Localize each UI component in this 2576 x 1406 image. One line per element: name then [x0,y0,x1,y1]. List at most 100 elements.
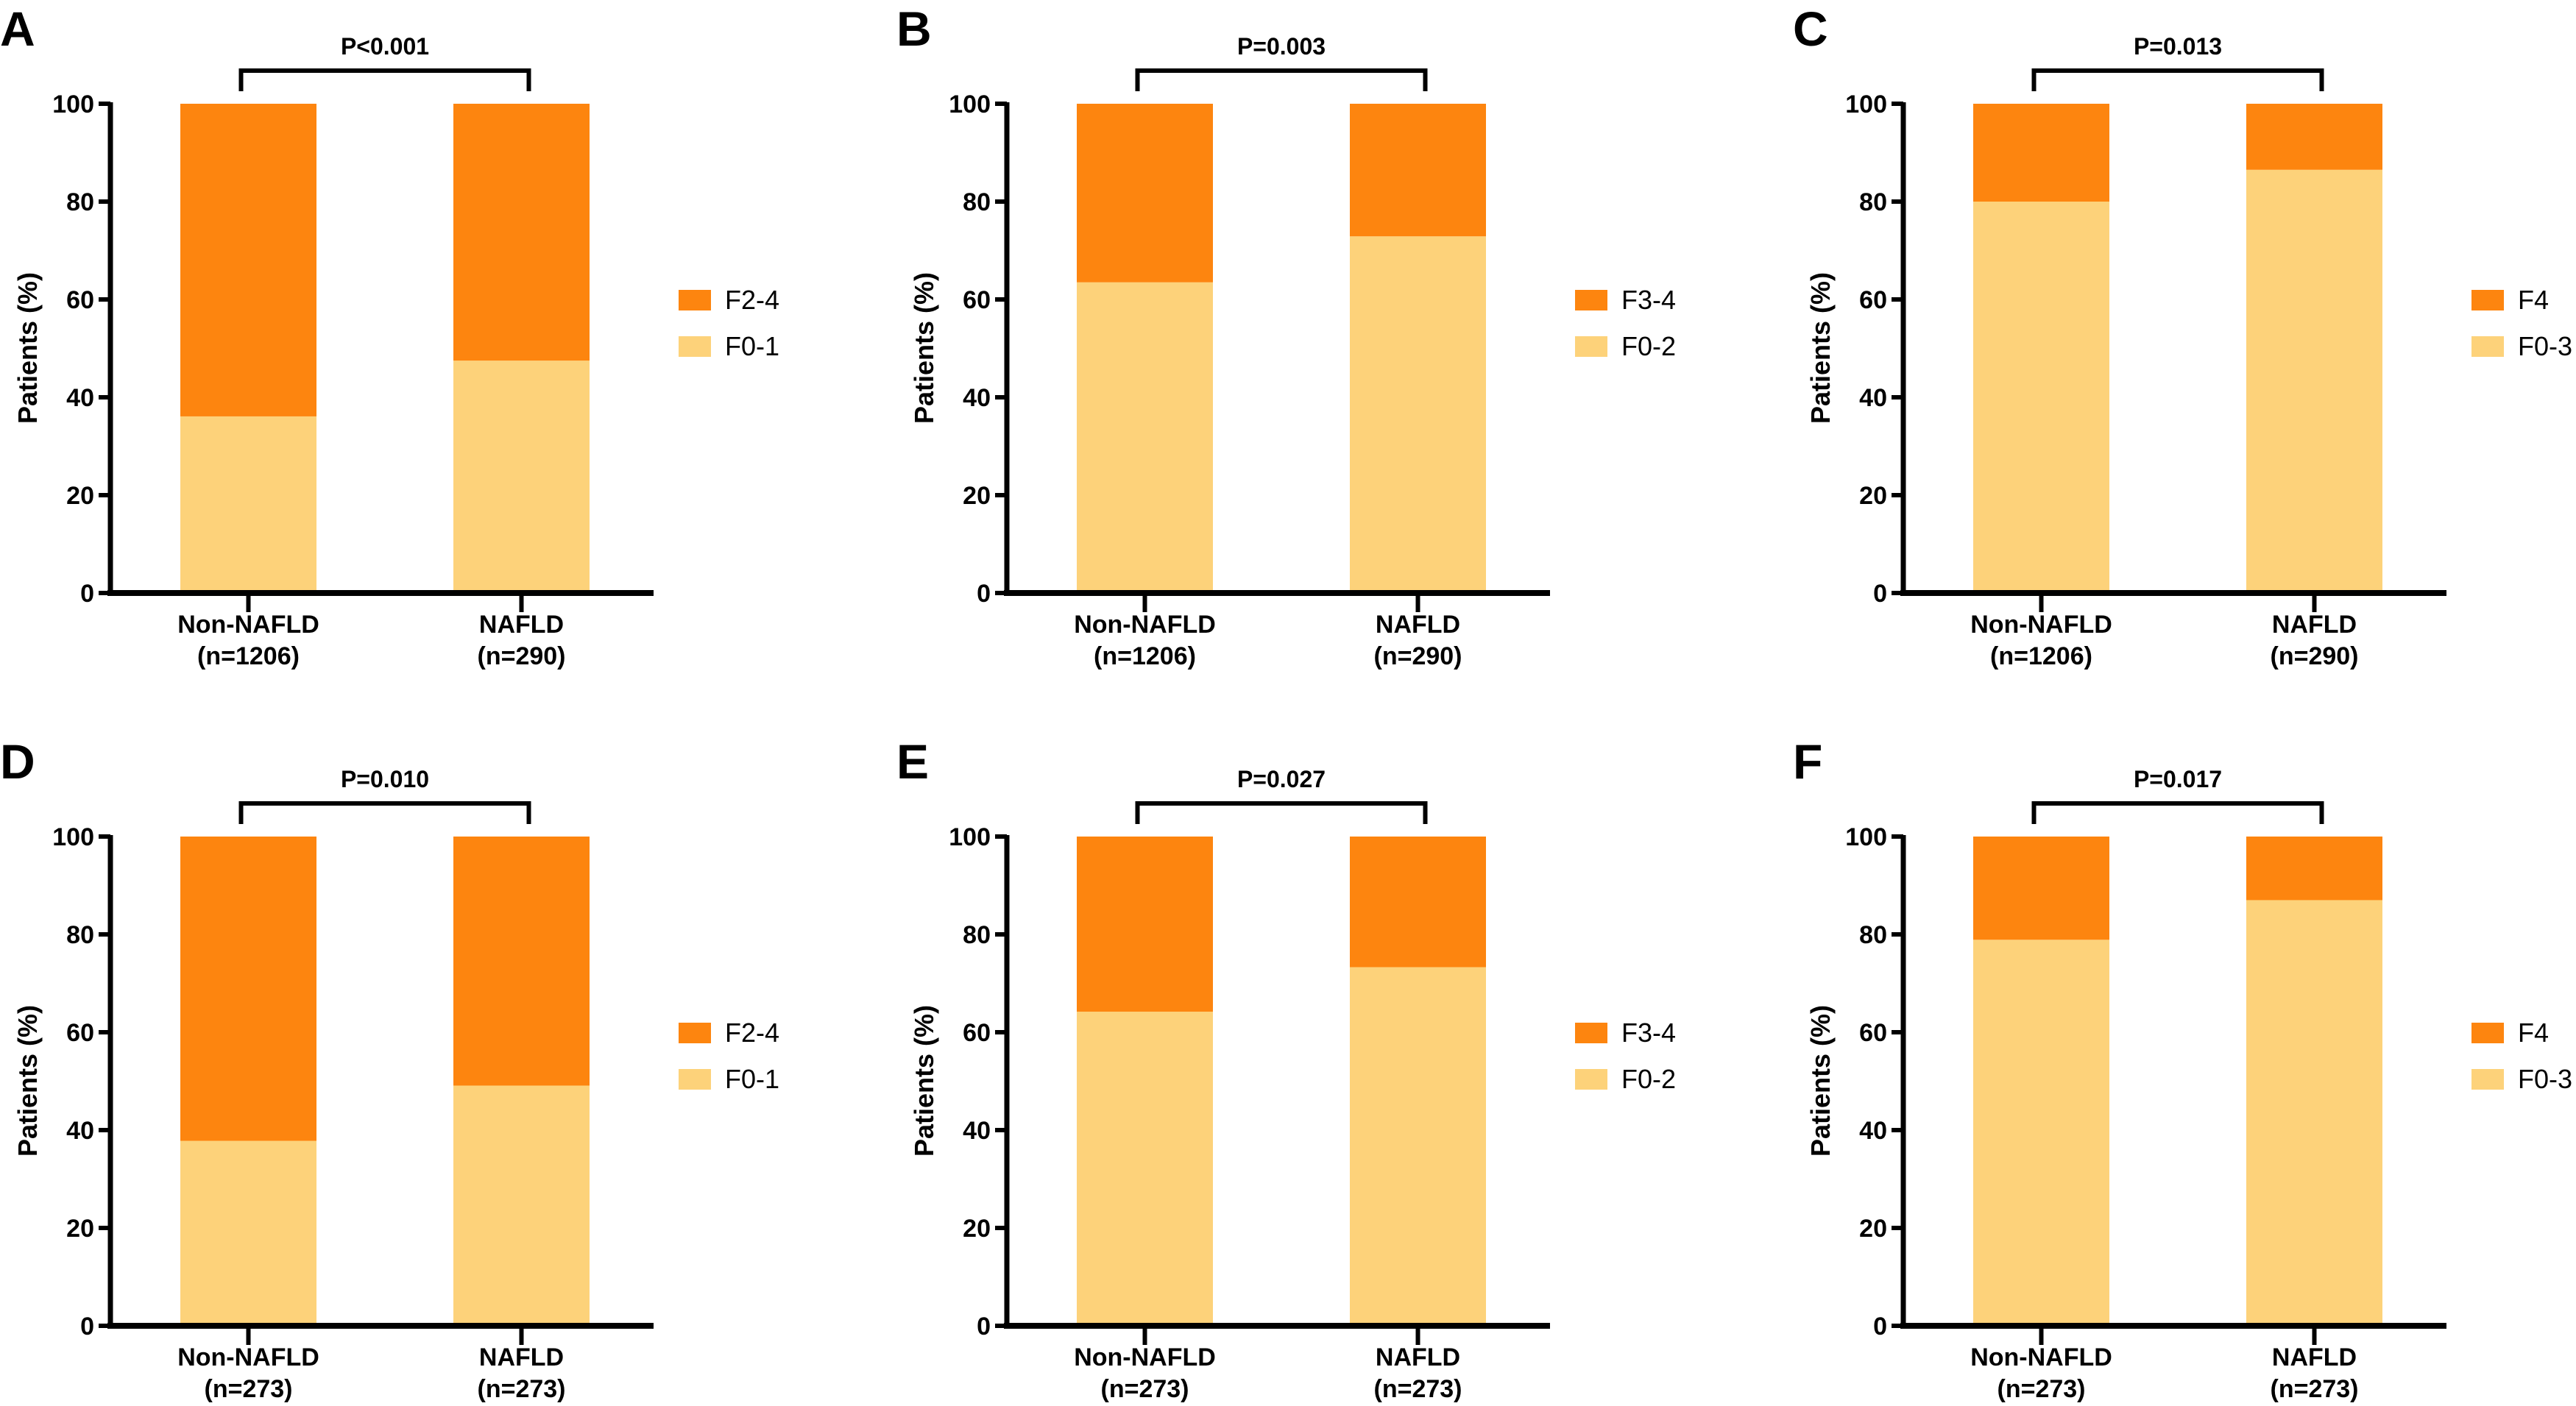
legend-swatch [2471,1069,2504,1090]
y-tick-label: 100 [1845,90,1887,118]
legend-swatch [2471,336,2504,357]
y-tick-label: 100 [52,823,94,851]
y-tick-label: 40 [66,384,94,412]
y-tick-label: 20 [1859,1215,1887,1243]
y-tick-label: 0 [1873,1313,1887,1341]
legend-swatch [679,1023,711,1043]
significance-bracket [1135,68,1428,91]
p-value-label: P=0.010 [341,766,429,792]
x-tick-label: Non-NAFLD [177,1343,319,1371]
bar-segment-f0-2 [1077,282,1213,593]
y-tick-label: 100 [949,90,991,118]
y-tick-label: 100 [949,823,991,851]
legend-swatch [1575,1023,1607,1043]
y-tick-label: 0 [977,580,991,608]
legend-label: F4 [2518,1018,2549,1048]
x-tick-label: Non-NAFLD [1970,1343,2112,1371]
bar-segment-f0-3 [1973,940,2109,1326]
p-value-label: P=0.027 [1237,766,1326,792]
significance-bracket [2031,801,2324,824]
y-tick-label: 40 [963,384,991,412]
y-tick-label: 80 [66,921,94,949]
panel-letter: D [0,734,35,789]
x-tick-label: Non-NAFLD [1074,611,1216,639]
bar-segment-f2-4 [180,837,316,1141]
x-tick-sublabel: (n=273) [1101,1375,1189,1403]
legend-swatch [679,1069,711,1090]
bar-segment-f0-1 [453,361,590,593]
y-tick-label: 40 [1859,384,1887,412]
x-tick-sublabel: (n=1206) [1094,642,1196,670]
y-axis-label: Patients (%) [909,1005,939,1157]
p-value-label: P<0.001 [341,33,429,60]
y-tick-label: 80 [66,188,94,216]
y-tick-label: 20 [66,482,94,510]
panel-letter: A [0,1,35,56]
x-tick-sublabel: (n=273) [205,1375,293,1403]
legend-label: F4 [2518,285,2549,315]
bar-segment-f3-4 [1077,104,1213,283]
legend-label: F0-2 [1621,1064,1676,1094]
panel-c: C 0 20 40 60 80 100 Non-NAFLD (n=1206) NAFLD (n=29… [1793,1,2572,670]
y-axis-label: Patients (%) [13,272,43,424]
bar-segment-f4 [1973,837,2109,940]
y-tick-label: 20 [1859,482,1887,510]
y-axis-label: Patients (%) [13,1005,43,1157]
y-axis-label: Patients (%) [909,272,939,424]
bar-segment-f0-3 [2246,900,2382,1326]
panel-letter: C [1793,1,1828,56]
y-tick-label: 20 [963,1215,991,1243]
x-tick-label: Non-NAFLD [177,611,319,639]
bar-segment-f0-1 [180,416,316,593]
bar-segment-f3-4 [1077,837,1213,1012]
panel-letter: B [896,1,932,56]
bar-segment-f3-4 [1350,837,1486,967]
legend-swatch [2471,290,2504,310]
legend-label: F2-4 [725,1018,779,1048]
legend-label: F2-4 [725,285,779,315]
y-tick-label: 80 [1859,921,1887,949]
legend-swatch [679,290,711,310]
x-tick-sublabel: (n=290) [478,642,566,670]
y-tick-label: 0 [1873,580,1887,608]
significance-bracket [1135,801,1428,824]
bar-segment-f0-1 [453,1085,590,1326]
x-tick-sublabel: (n=273) [1374,1375,1462,1403]
y-tick-label: 60 [963,1019,991,1047]
bar-segment-f4 [2246,837,2382,901]
bar-segment-f4 [1973,104,2109,202]
y-tick-label: 80 [963,188,991,216]
x-tick-sublabel: (n=290) [1374,642,1462,670]
x-tick-label: NAFLD [1376,611,1460,639]
y-tick-label: 100 [52,90,94,118]
x-tick-label: NAFLD [479,1343,564,1371]
legend-label: F0-3 [2518,1064,2572,1094]
bar-segment-f0-2 [1077,1012,1213,1326]
panel-d: D 0 20 40 60 80 100 Non-NAFLD (n=273) NAFLD (n=273… [0,734,779,1403]
legend-label: F0-3 [2518,331,2572,361]
x-tick-sublabel: (n=273) [1998,1375,2086,1403]
significance-bracket [238,68,531,91]
y-tick-label: 80 [963,921,991,949]
legend-label: F0-1 [725,1064,779,1094]
y-tick-label: 60 [963,286,991,314]
x-tick-label: NAFLD [1376,1343,1460,1371]
bar-segment-f2-4 [453,837,590,1086]
panel-letter: F [1793,734,1822,789]
bar-segment-f3-4 [1350,104,1486,237]
legend-label: F0-2 [1621,331,1676,361]
x-tick-label: NAFLD [2272,1343,2357,1371]
x-tick-label: NAFLD [479,611,564,639]
bar-segment-f0-3 [1973,202,2109,593]
legend-label: F0-1 [725,331,779,361]
panel-b: B 0 20 40 60 80 100 Non-NAFLD (n=1206) NAFLD (n=29… [896,1,1676,670]
legend-swatch [1575,290,1607,310]
legend-swatch [2471,1023,2504,1043]
x-tick-sublabel: (n=273) [478,1375,566,1403]
y-axis-label: Patients (%) [1805,1005,1836,1157]
y-tick-label: 60 [1859,1019,1887,1047]
y-tick-label: 40 [963,1117,991,1145]
bar-segment-f0-2 [1350,967,1486,1326]
y-axis-label: Patients (%) [1805,272,1836,424]
x-tick-label: Non-NAFLD [1074,1343,1216,1371]
